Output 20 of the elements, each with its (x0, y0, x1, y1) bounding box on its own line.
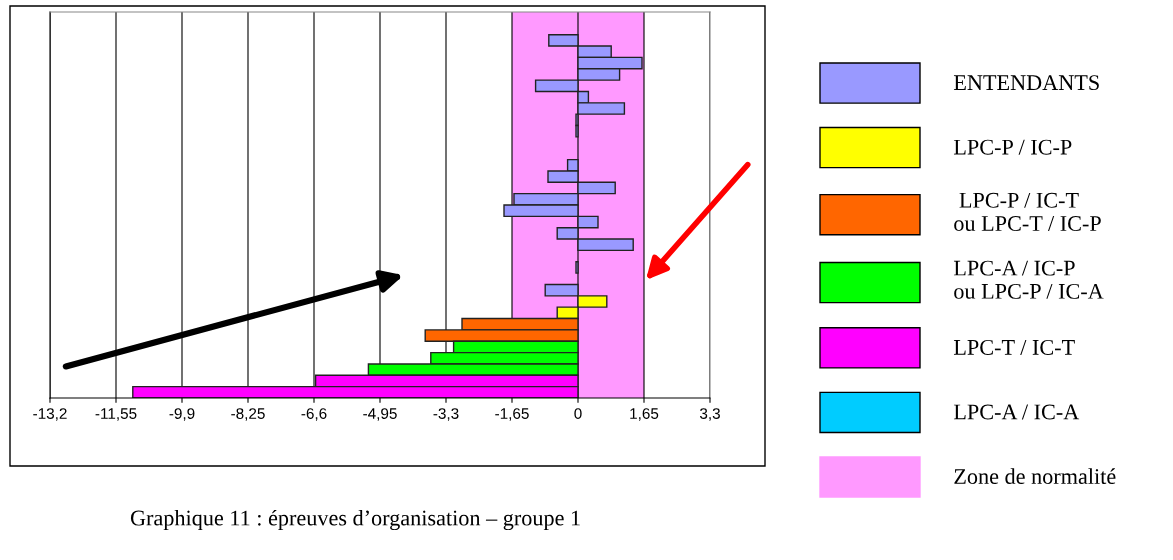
x-tick-label: -11,55 (95, 408, 137, 421)
legend-label: LPC-T / IC-T (953, 339, 1075, 355)
x-tick-label: -4,95 (363, 408, 397, 421)
x-tick-label: -1,65 (495, 408, 529, 421)
x-tick-label: -13,2 (33, 408, 67, 421)
legend-label: ENTENDANTS (953, 75, 1099, 91)
x-tick-label: 1,65 (630, 408, 659, 421)
legend-label: LPC-P / IC-P (953, 139, 1072, 155)
legend-label: Zone de normalité (954, 468, 1116, 484)
legend-label: LPC-A / IC-P ou LPC-P / IC-A (953, 260, 1104, 299)
x-tick-label: 0 (574, 408, 582, 419)
x-tick-label: -6,6 (301, 408, 327, 421)
x-tick-label: -8,25 (231, 408, 265, 421)
text: Graphique 11 : épreuves d’organisation – groupe 1 (130, 509, 580, 531)
x-tick-label: -9,9 (169, 408, 195, 421)
x-tick-label: -3,3 (433, 408, 459, 421)
bar (575, 261, 579, 274)
legend-label: LPC-A / IC-A (953, 404, 1080, 420)
legend-label: LPC-P / IC-T ou LPC-T / IC-P (954, 192, 1101, 231)
x-tick-label: 3,3 (699, 408, 720, 421)
